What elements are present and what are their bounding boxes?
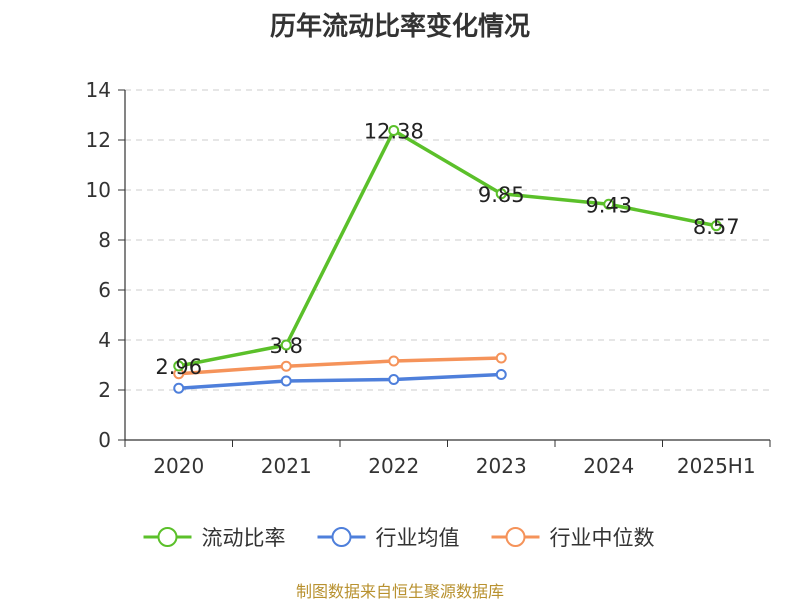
data-label: 9.85 (478, 183, 525, 207)
legend-marker (507, 528, 525, 546)
data-label: 2.96 (155, 355, 202, 379)
x-tick-label: 2023 (476, 454, 527, 478)
x-tick-label: 2020 (153, 454, 204, 478)
legend-item: 行业均值 (318, 526, 460, 550)
data-point (282, 377, 291, 386)
data-point (389, 375, 398, 384)
x-tick-label: 2025H1 (677, 454, 756, 478)
x-tick-label: 2021 (261, 454, 312, 478)
data-point (389, 357, 398, 366)
legend-marker (333, 528, 351, 546)
data-point (497, 370, 506, 379)
data-point (174, 384, 183, 393)
source-note: 制图数据来自恒生聚源数据库 (0, 578, 800, 602)
y-tick-label: 4 (98, 328, 111, 352)
series-lines (174, 126, 721, 393)
line-chart: 0 2 4 6 8 10 12 14 2020 2021 2022 2023 2024 2025H1 2.… (0, 0, 800, 600)
y-tick-label: 12 (86, 128, 111, 152)
gridlines (125, 90, 770, 390)
axes: 0 2 4 6 8 10 12 14 2020 2021 2022 2023 2024 2025H1 (86, 78, 770, 478)
legend-label: 流动比率 (202, 526, 286, 550)
data-label: 8.57 (693, 215, 740, 239)
y-tick-label: 8 (98, 228, 111, 252)
legend-label: 行业中位数 (550, 526, 655, 550)
y-tick-label: 2 (98, 378, 111, 402)
x-tick-label: 2022 (368, 454, 419, 478)
data-label: 12.38 (364, 120, 424, 144)
data-point (497, 354, 506, 363)
legend-marker (159, 528, 177, 546)
y-tick-label: 6 (98, 278, 111, 302)
legend-label: 行业均值 (376, 526, 460, 550)
data-point (282, 362, 291, 371)
y-tick-label: 0 (98, 428, 111, 452)
legend-item: 行业中位数 (492, 526, 655, 550)
y-tick-label: 10 (86, 178, 111, 202)
series-line-1 (179, 375, 502, 389)
series-line-2 (179, 358, 502, 374)
legend: 流动比率 行业均值 行业中位数 (144, 526, 655, 550)
x-tick-label: 2024 (583, 454, 634, 478)
data-label: 3.8 (270, 334, 303, 358)
data-label: 9.43 (585, 193, 632, 217)
series-line-0 (179, 131, 717, 367)
y-tick-label: 14 (86, 78, 111, 102)
legend-item: 流动比率 (144, 526, 286, 550)
